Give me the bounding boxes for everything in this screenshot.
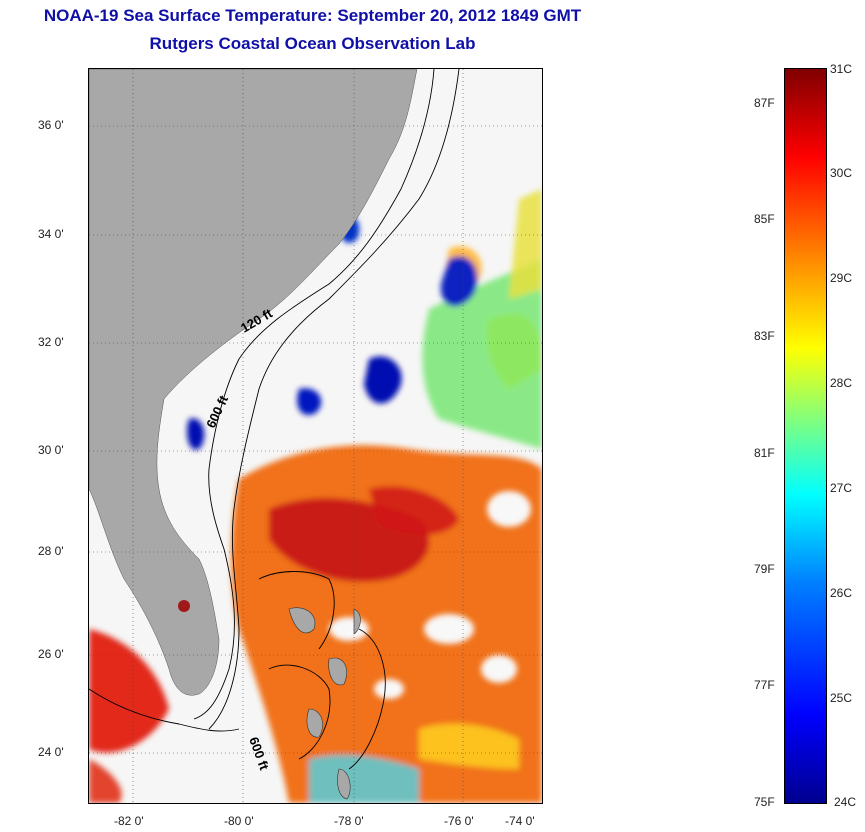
colorbar-c-25: 25C: [830, 691, 853, 705]
sst-map: 120 ft 600 ft 600 ft: [88, 68, 543, 804]
colorbar-c-26: 26C: [830, 586, 853, 600]
land-mass: [89, 69, 418, 696]
lat-tick-30: 30 0': [38, 443, 64, 457]
colorbar-c-31: 31C: [830, 62, 853, 76]
colorbar-c-24: 24C: [834, 795, 857, 809]
colorbar-c-27: 27C: [830, 481, 853, 495]
colorbar-f-87: 87F: [754, 96, 775, 110]
lon-tick-74: -74 0': [505, 814, 535, 828]
lat-tick-28: 28 0': [38, 544, 64, 558]
lat-tick-34: 34 0': [38, 227, 64, 241]
lon-tick-80: -80 0': [224, 814, 254, 828]
lat-tick-36: 36 0': [38, 118, 64, 132]
colorbar-f-75: 75F: [754, 795, 775, 809]
colorbar-f-79: 79F: [754, 562, 775, 576]
lon-tick-78: -78 0': [334, 814, 364, 828]
temperature-colorbar: [784, 68, 827, 804]
colorbar-f-77: 77F: [754, 678, 775, 692]
lat-tick-26: 26 0': [38, 647, 64, 661]
colorbar-c-28: 28C: [830, 376, 853, 390]
colorbar-c-29: 29C: [830, 271, 853, 285]
lon-tick-82: -82 0': [114, 814, 144, 828]
cloud-gaps: [329, 491, 531, 699]
map-subtitle: Rutgers Coastal Ocean Observation Lab: [149, 34, 476, 53]
lat-tick-24: 24 0': [38, 745, 64, 759]
lake-okeechobee: [178, 600, 190, 612]
colorbar-f-83: 83F: [754, 329, 775, 343]
colorbar-c-30: 30C: [830, 166, 853, 180]
bathymetry-contours: [89, 69, 460, 770]
lon-tick-76: -76 0': [444, 814, 474, 828]
lat-tick-32: 32 0': [38, 335, 64, 349]
sst-map-svg: 120 ft 600 ft 600 ft: [89, 69, 542, 803]
colorbar-f-81: 81F: [754, 446, 775, 460]
colorbar-f-85: 85F: [754, 212, 775, 226]
map-title: NOAA-19 Sea Surface Temperature: Septemb…: [43, 6, 582, 25]
